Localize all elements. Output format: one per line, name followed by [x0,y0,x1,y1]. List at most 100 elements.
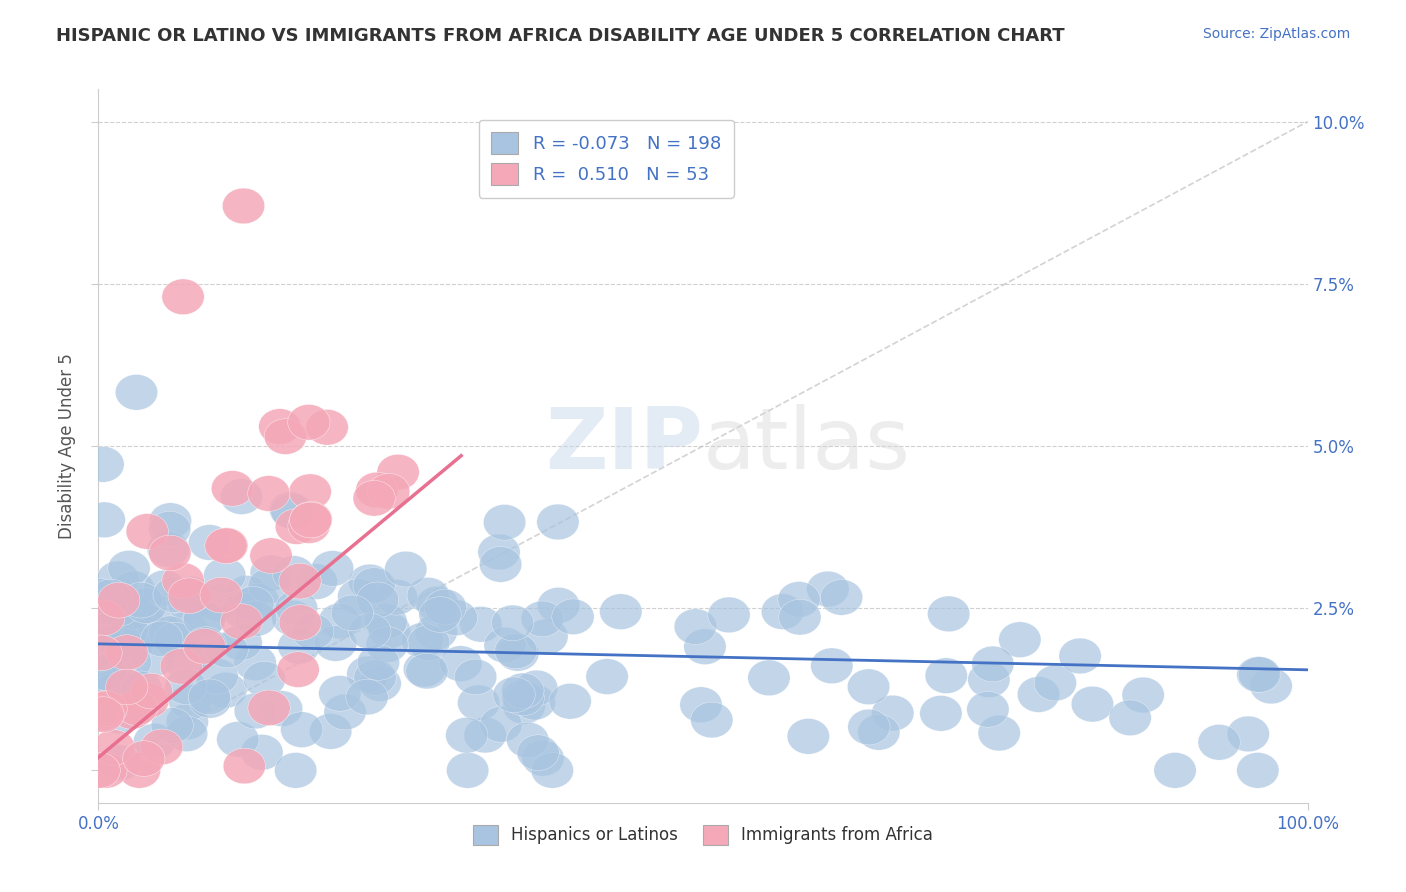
Ellipse shape [153,623,195,658]
Ellipse shape [309,714,352,749]
Ellipse shape [91,676,134,712]
Ellipse shape [141,621,183,657]
Ellipse shape [319,603,361,639]
Ellipse shape [1227,716,1270,752]
Ellipse shape [319,675,361,711]
Text: ZIP: ZIP [546,404,703,488]
Ellipse shape [347,656,389,691]
Ellipse shape [169,578,211,614]
Ellipse shape [516,670,558,706]
Ellipse shape [356,472,398,508]
Ellipse shape [1035,665,1077,701]
Ellipse shape [82,447,124,483]
Ellipse shape [167,586,209,622]
Ellipse shape [149,503,191,539]
Ellipse shape [1018,677,1060,713]
Ellipse shape [920,696,962,731]
Ellipse shape [690,702,733,738]
Ellipse shape [79,686,121,722]
Ellipse shape [551,599,595,634]
Ellipse shape [111,673,153,709]
Ellipse shape [408,625,450,661]
Ellipse shape [96,679,138,714]
Ellipse shape [105,669,148,705]
Ellipse shape [84,692,127,728]
Ellipse shape [247,690,290,726]
Ellipse shape [221,604,263,640]
Ellipse shape [247,568,290,604]
Ellipse shape [1059,638,1101,673]
Ellipse shape [84,690,127,726]
Ellipse shape [1250,668,1292,704]
Ellipse shape [84,655,127,690]
Ellipse shape [1239,657,1281,692]
Ellipse shape [122,608,165,644]
Ellipse shape [357,645,399,681]
Ellipse shape [166,704,208,739]
Ellipse shape [115,375,157,410]
Ellipse shape [357,582,399,617]
Ellipse shape [184,627,226,663]
Ellipse shape [148,615,191,651]
Ellipse shape [446,717,488,753]
Ellipse shape [513,684,555,720]
Ellipse shape [80,635,122,671]
Ellipse shape [517,735,560,771]
Ellipse shape [77,578,120,614]
Ellipse shape [125,588,167,624]
Ellipse shape [425,590,467,625]
Ellipse shape [353,481,395,516]
Ellipse shape [195,658,238,694]
Ellipse shape [162,279,204,315]
Ellipse shape [848,669,890,705]
Ellipse shape [188,524,231,560]
Ellipse shape [925,657,967,693]
Legend: Hispanics or Latinos, Immigrants from Africa: Hispanics or Latinos, Immigrants from Af… [467,818,939,852]
Ellipse shape [222,592,264,628]
Ellipse shape [200,577,242,613]
Ellipse shape [291,614,335,649]
Ellipse shape [404,651,446,687]
Ellipse shape [779,599,821,635]
Ellipse shape [276,591,318,626]
Ellipse shape [295,564,337,599]
Ellipse shape [502,680,544,715]
Ellipse shape [87,628,129,664]
Ellipse shape [82,590,124,625]
Ellipse shape [121,602,163,638]
Ellipse shape [537,504,579,540]
Ellipse shape [235,600,277,636]
Ellipse shape [408,577,450,613]
Ellipse shape [111,694,153,730]
Ellipse shape [278,605,322,640]
Ellipse shape [377,454,419,490]
Ellipse shape [807,571,849,607]
Ellipse shape [107,613,149,648]
Ellipse shape [332,595,374,631]
Ellipse shape [183,629,225,665]
Ellipse shape [761,594,804,630]
Ellipse shape [1122,677,1164,713]
Ellipse shape [148,532,190,567]
Ellipse shape [222,188,264,224]
Ellipse shape [820,580,863,615]
Y-axis label: Disability Age Under 5: Disability Age Under 5 [58,353,76,539]
Ellipse shape [278,563,321,599]
Ellipse shape [496,635,538,671]
Ellipse shape [110,645,152,681]
Ellipse shape [108,550,150,586]
Ellipse shape [250,555,292,591]
Ellipse shape [205,673,247,708]
Ellipse shape [247,475,290,511]
Ellipse shape [1154,753,1197,789]
Ellipse shape [273,556,315,591]
Ellipse shape [349,614,391,649]
Ellipse shape [454,659,496,695]
Ellipse shape [998,622,1040,657]
Ellipse shape [928,596,970,632]
Ellipse shape [307,409,349,445]
Ellipse shape [478,534,520,570]
Ellipse shape [240,734,283,770]
Ellipse shape [274,753,316,789]
Ellipse shape [90,652,132,688]
